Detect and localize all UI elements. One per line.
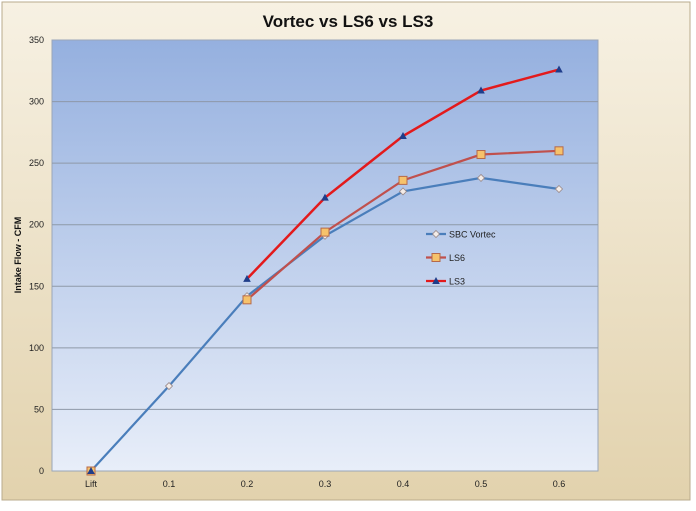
diamond-marker <box>476 173 486 182</box>
y-tick-label: 100 <box>29 343 44 353</box>
x-tick-label: Lift <box>85 479 98 489</box>
y-axis: 0 50 100 150 200 250 300 350 <box>29 35 44 476</box>
square-marker <box>320 227 330 237</box>
legend-item: LS3 <box>426 277 465 287</box>
diamond-marker <box>398 187 408 196</box>
triangle-marker <box>555 65 563 73</box>
x-axis: Lift 0.1 0.2 0.3 0.4 0.5 0.6 <box>85 479 565 489</box>
square-marker <box>431 253 441 262</box>
legend-item: SBC Vortec <box>426 230 496 240</box>
chart-title: Vortec vs LS6 vs LS3 <box>263 12 434 31</box>
gridlines <box>52 101 598 410</box>
y-tick-label: 200 <box>29 220 44 230</box>
series-ls3 <box>87 65 563 474</box>
square-marker <box>554 146 564 156</box>
x-tick-label: 0.3 <box>319 479 332 489</box>
plot-area <box>51 39 599 472</box>
legend-label: LS6 <box>449 253 465 263</box>
square-marker <box>398 175 408 185</box>
y-tick-label: 300 <box>29 97 44 107</box>
diamond-marker <box>554 184 564 194</box>
y-tick-label: 0 <box>39 466 44 476</box>
y-tick-label: 150 <box>29 281 44 291</box>
triangle-marker <box>321 193 329 201</box>
triangle-marker <box>243 274 251 282</box>
series-group <box>86 65 564 476</box>
y-axis-label: Intake Flow - CFM <box>13 217 23 294</box>
legend-item: LS6 <box>426 253 465 263</box>
diamond-marker <box>164 381 174 391</box>
legend-label: LS3 <box>449 277 465 287</box>
y-tick-label: 50 <box>34 404 44 414</box>
x-tick-label: 0.6 <box>553 479 566 489</box>
triangle-marker <box>399 132 407 140</box>
x-tick-label: 0.5 <box>475 479 488 489</box>
square-marker <box>476 150 486 160</box>
y-tick-label: 250 <box>29 158 44 168</box>
x-tick-label: 0.4 <box>397 479 410 489</box>
y-tick-label: 350 <box>29 35 44 45</box>
triangle-marker <box>432 277 440 284</box>
triangle-marker <box>87 467 95 474</box>
legend-label: SBC Vortec <box>449 230 496 240</box>
x-tick-label: 0.2 <box>241 479 254 489</box>
square-marker <box>242 295 252 305</box>
x-tick-label: 0.1 <box>163 479 176 489</box>
legend: SBC Vortec LS6 LS3 <box>426 230 496 287</box>
diamond-marker <box>431 229 441 239</box>
triangle-marker <box>477 86 485 94</box>
